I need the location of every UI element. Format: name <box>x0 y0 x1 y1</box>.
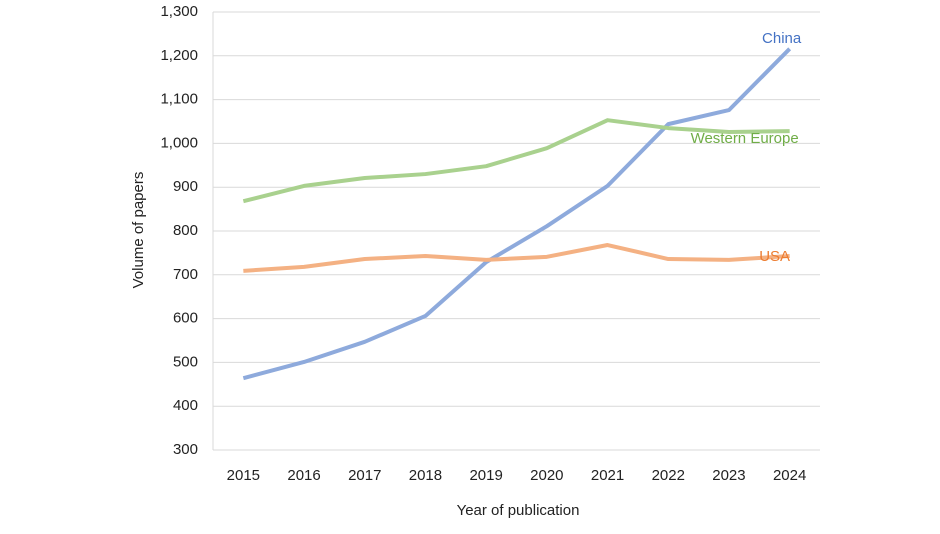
y-tick-label: 1,200 <box>160 47 198 64</box>
series-label: China <box>762 30 802 47</box>
x-axis-title: Year of publication <box>457 502 580 519</box>
series-label: USA <box>759 248 790 265</box>
x-tick-label: 2023 <box>712 467 745 484</box>
y-tick-label: 1,100 <box>160 91 198 108</box>
x-tick-label: 2020 <box>530 467 563 484</box>
y-tick-label: 300 <box>173 441 198 458</box>
x-tick-label: 2019 <box>469 467 502 484</box>
y-axis-title: Volume of papers <box>130 172 147 289</box>
x-tick-label: 2015 <box>227 467 260 484</box>
y-tick-label: 1,000 <box>160 134 198 151</box>
series-line <box>242 118 790 204</box>
x-tick-label: 2016 <box>287 467 320 484</box>
y-tick-label: 700 <box>173 266 198 283</box>
y-tick-label: 400 <box>173 397 198 414</box>
y-tick-label: 800 <box>173 222 198 239</box>
series-line <box>243 243 790 273</box>
series-line <box>242 47 792 381</box>
x-tick-label: 2022 <box>652 467 685 484</box>
y-tick-label: 1,300 <box>160 3 198 20</box>
series-label: Western Europe <box>691 130 799 147</box>
x-tick-label: 2021 <box>591 467 624 484</box>
y-tick-label: 900 <box>173 178 198 195</box>
y-tick-label: 600 <box>173 310 198 327</box>
x-tick-label: 2024 <box>773 467 806 484</box>
x-tick-label: 2017 <box>348 467 381 484</box>
x-tick-label: 2018 <box>409 467 442 484</box>
y-tick-label: 500 <box>173 353 198 370</box>
